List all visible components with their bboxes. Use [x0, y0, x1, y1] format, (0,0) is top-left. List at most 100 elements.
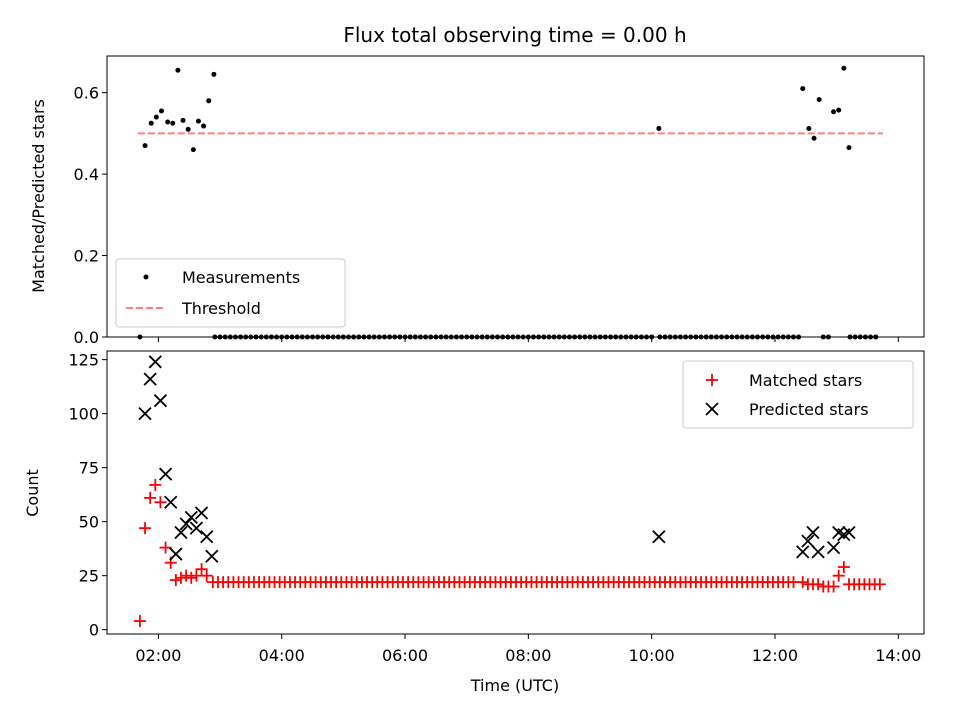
measurement-point	[657, 334, 663, 340]
measurement-point	[873, 334, 879, 340]
measurement-point	[693, 334, 699, 340]
measurement-point	[258, 334, 264, 340]
measurement-point	[315, 334, 321, 340]
measurement-point	[201, 123, 207, 129]
measurement-point	[561, 334, 567, 340]
bottom-y-tick-label: 25	[79, 567, 99, 586]
bottom-y-tick-label: 0	[89, 621, 99, 640]
measurement-point	[536, 334, 542, 340]
bottom-y-axis-label: Count	[23, 469, 42, 517]
measurement-point	[253, 334, 259, 340]
predicted-star-point	[200, 530, 214, 544]
measurement-point	[633, 334, 639, 340]
matched-star-point	[185, 571, 198, 584]
measurement-point	[541, 334, 547, 340]
measurement-point	[618, 334, 624, 340]
measurement-point	[387, 334, 393, 340]
bottom-x-tick-label: 08:00	[505, 646, 551, 665]
measurement-point	[656, 125, 662, 131]
predicted-star-stroke-b	[143, 372, 157, 386]
measurement-point	[310, 334, 316, 340]
measurement-point	[217, 334, 223, 340]
measurement-point	[587, 334, 593, 340]
measurement-point	[806, 125, 812, 131]
predicted-star-point	[826, 540, 841, 555]
measurement-point	[577, 334, 583, 340]
predicted-star-stroke-b	[200, 530, 214, 544]
matched-star-point	[154, 496, 167, 509]
measurement-point	[724, 334, 730, 340]
predicted-star-stroke-b	[153, 394, 168, 408]
matched-star-point	[180, 569, 193, 582]
measurement-point	[551, 334, 557, 340]
bottom-x-tick-label: 12:00	[752, 646, 798, 665]
measurement-point	[515, 334, 521, 340]
measurement-point	[698, 334, 704, 340]
measurement-point	[423, 334, 429, 340]
predicted-star-stroke-b	[164, 495, 178, 509]
measurement-point	[572, 334, 578, 340]
predicted-star-stroke-b	[148, 355, 162, 369]
measurement-point	[397, 334, 403, 340]
predicted-star-stroke-b	[796, 545, 810, 559]
measurement-point	[289, 334, 295, 340]
measurement-point	[371, 334, 377, 340]
measurement-point	[525, 334, 531, 340]
predicted-star-stroke-b	[174, 525, 188, 540]
measurement-point	[623, 334, 629, 340]
matched-star-point	[133, 615, 146, 628]
measurement-point	[443, 334, 449, 340]
measurement-point	[800, 86, 806, 92]
predicted-star-point	[179, 517, 193, 531]
bottom-legend: Matched stars Predicted stars	[682, 360, 914, 429]
measurement-point	[775, 334, 781, 340]
matched-star-point	[144, 491, 157, 504]
measurement-point	[708, 334, 714, 340]
measurement-point	[376, 334, 382, 340]
measurement-point	[474, 334, 480, 340]
measurement-point	[381, 334, 387, 340]
measurement-point	[566, 334, 572, 340]
measurement-point	[667, 334, 673, 340]
bottom-y-tick-label: 75	[79, 459, 99, 478]
matched-star-point	[787, 576, 800, 589]
measurement-point	[744, 334, 750, 340]
legend-measurements-marker	[143, 274, 149, 280]
measurement-point	[464, 334, 470, 340]
matched-star-point	[195, 563, 208, 576]
measurement-point	[719, 334, 725, 340]
measurement-point	[459, 334, 465, 340]
predicted-star-point	[205, 549, 219, 563]
measurement-point	[433, 334, 439, 340]
measurement-point	[227, 334, 233, 340]
measurement-point	[479, 334, 485, 340]
measurement-point	[597, 334, 603, 340]
top-y-tick-label: 0.4	[74, 165, 99, 184]
measurement-point	[644, 334, 650, 340]
predicted-star-point	[169, 547, 183, 561]
measurement-point	[299, 334, 305, 340]
legend-threshold-label: Threshold	[181, 299, 261, 318]
measurement-point	[417, 334, 423, 340]
matched-star-point	[812, 578, 825, 591]
matched-star-point	[159, 541, 172, 554]
measurement-point	[520, 334, 526, 340]
predicted-star-point	[806, 525, 820, 540]
measurement-point	[304, 334, 310, 340]
bottom-x-tick-label: 14:00	[875, 646, 921, 665]
measurement-point	[739, 334, 745, 340]
measurement-point	[351, 334, 357, 340]
measurement-point	[142, 143, 148, 149]
top-panel: Matched/Predicted stars 0.0 0.2 0.4 0.6 Mea…	[29, 55, 925, 347]
bottom-x-tick-label: 02:00	[135, 646, 181, 665]
measurement-point	[412, 334, 418, 340]
measurement-point	[469, 334, 475, 340]
measurement-point	[703, 334, 709, 340]
measurement-point	[811, 135, 817, 141]
measurement-point	[831, 109, 837, 115]
measurement-point	[868, 334, 874, 340]
matched-star-point	[832, 569, 845, 582]
measurement-point	[274, 334, 280, 340]
chart-title: Flux total observing time = 0.00 h	[343, 23, 686, 47]
predicted-star-stroke-b	[205, 549, 219, 563]
